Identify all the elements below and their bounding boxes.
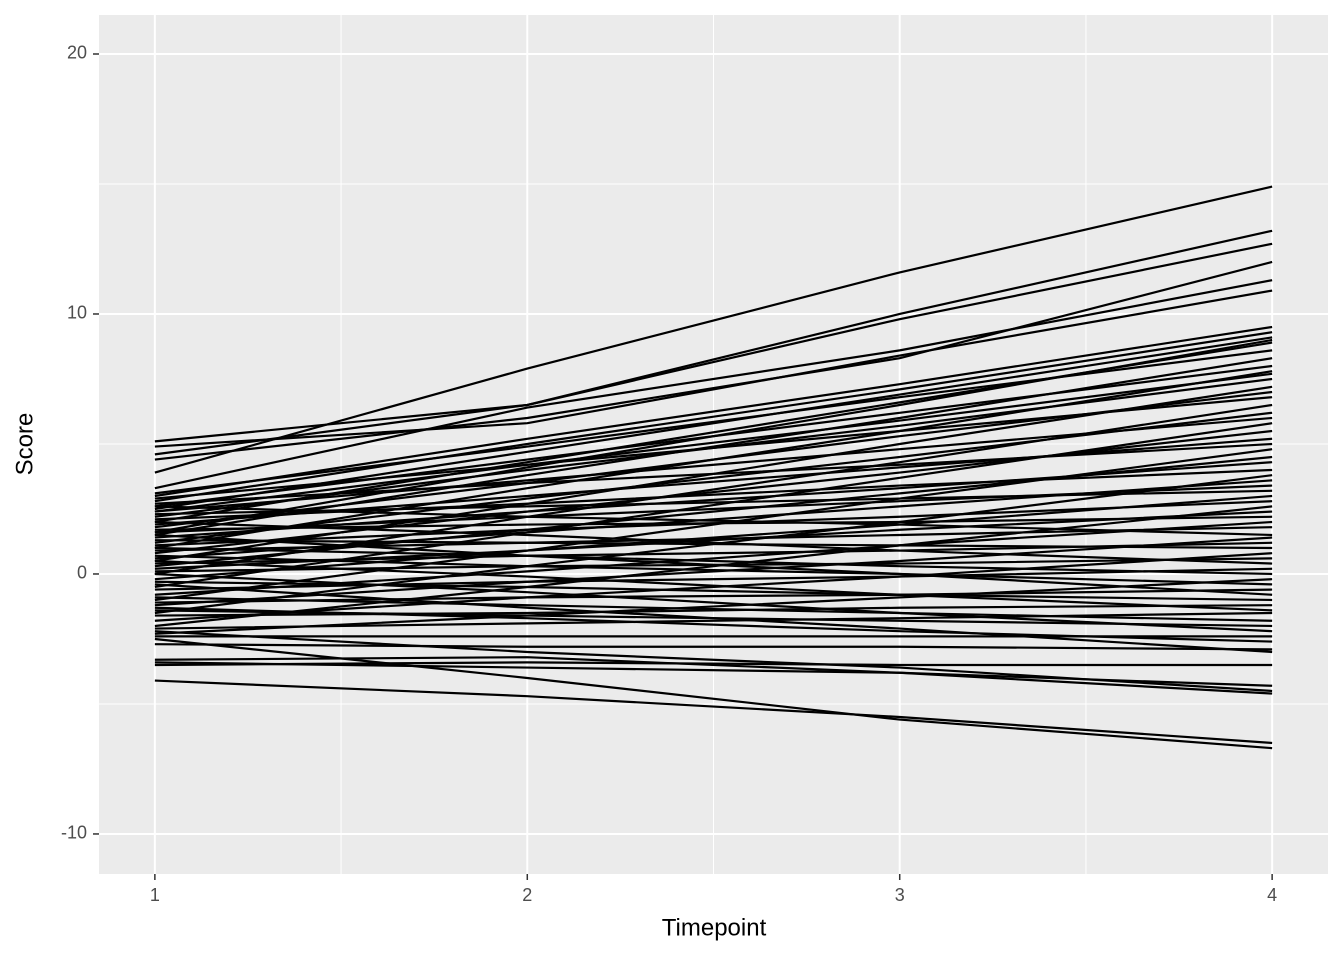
series-line: [154, 606, 1273, 643]
series-line: [154, 396, 1273, 500]
series-line: [154, 331, 1273, 503]
series-line: [154, 533, 1273, 596]
x-tick-label: 1: [150, 885, 160, 905]
series-line: [154, 448, 1273, 602]
series-line: [154, 526, 1273, 552]
series-line: [154, 583, 1273, 654]
series-line: [154, 580, 1273, 602]
y-tick-label: 0: [77, 563, 87, 583]
series-line: [154, 630, 1273, 693]
series-line: [154, 289, 1273, 448]
y-tick-label: 20: [67, 43, 87, 63]
x-tick-label: 4: [1267, 885, 1277, 905]
series-line: [154, 338, 1273, 534]
series-line: [154, 552, 1273, 622]
series-line: [154, 411, 1273, 544]
series-line: [154, 494, 1273, 581]
series-line: [154, 336, 1273, 511]
series-line: [154, 515, 1273, 531]
x-axis-title: Timepoint: [662, 914, 767, 941]
series-line: [154, 554, 1273, 586]
x-tick-label: 2: [522, 885, 532, 905]
series-line: [154, 539, 1273, 550]
series-line: [154, 260, 1273, 461]
series-line: [154, 505, 1273, 628]
series-line: [154, 611, 1273, 630]
series-line: [154, 484, 1273, 534]
series-line: [154, 520, 1273, 565]
series-line: [154, 429, 1273, 555]
y-axis-title: Score: [11, 413, 38, 476]
series-line: [154, 679, 1273, 745]
series-line: [154, 349, 1273, 495]
y-tick-label: -10: [61, 823, 87, 843]
series-line: [154, 489, 1273, 516]
series-line: [154, 588, 1273, 604]
series-line: [154, 242, 1273, 456]
series-line: [154, 661, 1273, 695]
series-line: [154, 416, 1273, 513]
series-line: [154, 559, 1273, 612]
series-line: [154, 185, 1273, 474]
series-line: [154, 505, 1273, 537]
series-line: [154, 372, 1273, 513]
series-line: [154, 596, 1273, 622]
series-line: [154, 567, 1273, 591]
series-line: [154, 578, 1273, 635]
y-tick-label: 10: [67, 303, 87, 323]
series-line: [154, 325, 1273, 498]
series-line: [154, 604, 1273, 617]
series-line: [154, 229, 1273, 443]
series-line: [154, 442, 1273, 505]
series-line: [154, 661, 1273, 667]
series-line: [154, 572, 1273, 633]
x-tick-label: 3: [895, 885, 905, 905]
series-line: [154, 643, 1273, 651]
series-line: [154, 279, 1273, 490]
series-line: [154, 536, 1273, 607]
series-line: [154, 546, 1273, 576]
